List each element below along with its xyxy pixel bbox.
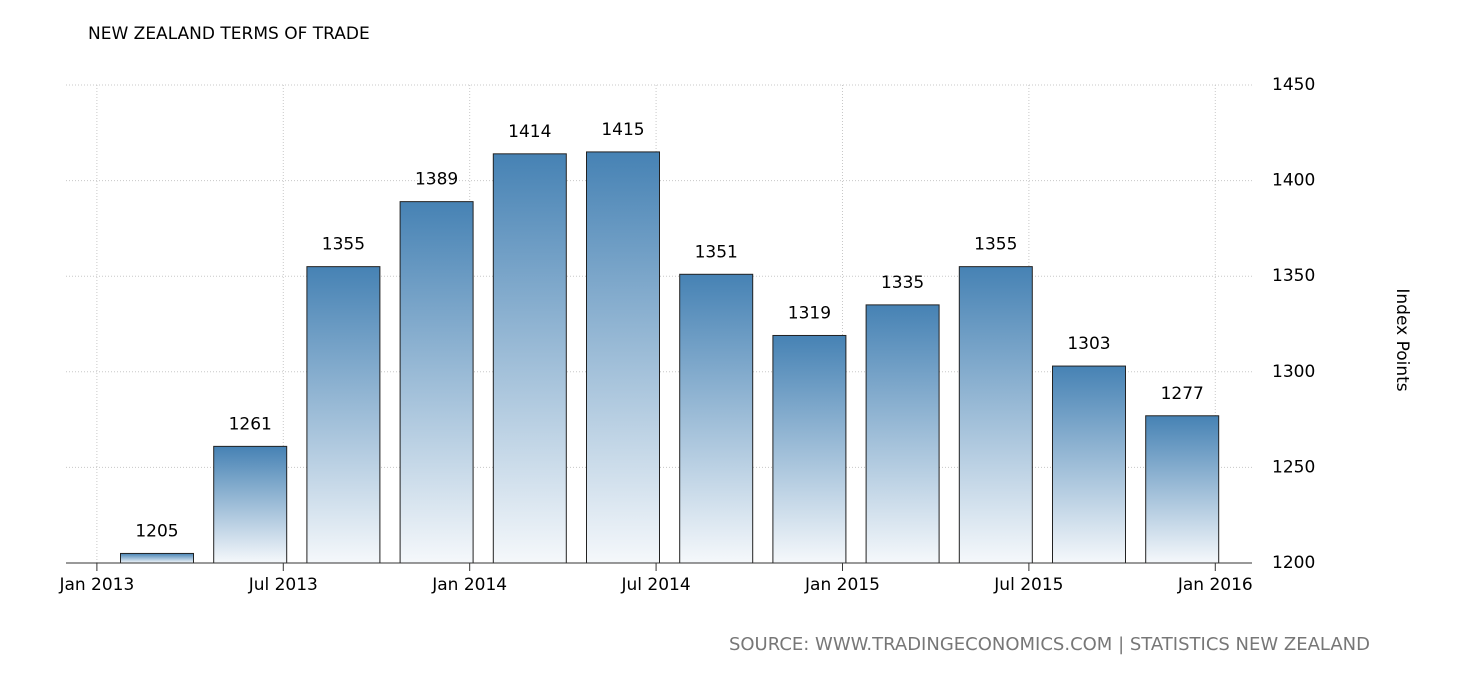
bar	[492, 153, 567, 564]
y-tick-label: 1450	[1272, 75, 1315, 95]
bar	[213, 445, 288, 564]
x-tick-label: Jan 2015	[804, 575, 880, 595]
y-tick-label: 1350	[1272, 266, 1315, 286]
x-tick-label: Jul 2013	[248, 575, 318, 595]
y-tick-label: 1250	[1272, 457, 1315, 477]
source: SOURCE: WWW.TRADINGECONOMICS.COM | STATI…	[729, 634, 1370, 655]
bar	[1145, 415, 1220, 564]
data-label: 1335	[881, 273, 924, 293]
y-axis-label: Index Points	[1392, 288, 1412, 391]
x-tick-label: Jul 2015	[993, 575, 1063, 595]
x-tick-label: Jul 2014	[620, 575, 690, 595]
bar	[399, 201, 474, 564]
data-label: 1319	[788, 303, 831, 323]
y-tick-label: 1400	[1272, 171, 1315, 191]
data-label: 1355	[322, 235, 365, 255]
y-tick-label: 1300	[1272, 362, 1315, 382]
x-tick-label: Jan 2016	[1177, 575, 1253, 595]
data-label: 1414	[508, 122, 551, 142]
data-label: 1303	[1067, 334, 1110, 354]
data-label: 1351	[695, 242, 738, 262]
bar	[586, 151, 660, 564]
bar	[772, 334, 847, 564]
bar	[679, 273, 754, 564]
bar	[306, 266, 381, 564]
data-label: 1205	[135, 521, 178, 541]
data-label: 1389	[415, 170, 458, 190]
data-label: 1355	[974, 235, 1017, 255]
x-tick-label: Jan 2013	[58, 575, 134, 595]
bar	[865, 304, 940, 564]
y-tick-label: 1200	[1272, 553, 1315, 573]
bar	[120, 552, 194, 564]
chart-title: NEW ZEALAND TERMS OF TRADE	[88, 24, 370, 44]
data-label: 1277	[1161, 384, 1204, 404]
x-tick-label: Jan 2014	[431, 575, 507, 595]
data-label: 1261	[229, 414, 272, 434]
bar	[1052, 365, 1126, 564]
bar	[958, 266, 1033, 564]
data-label: 1415	[601, 120, 644, 140]
